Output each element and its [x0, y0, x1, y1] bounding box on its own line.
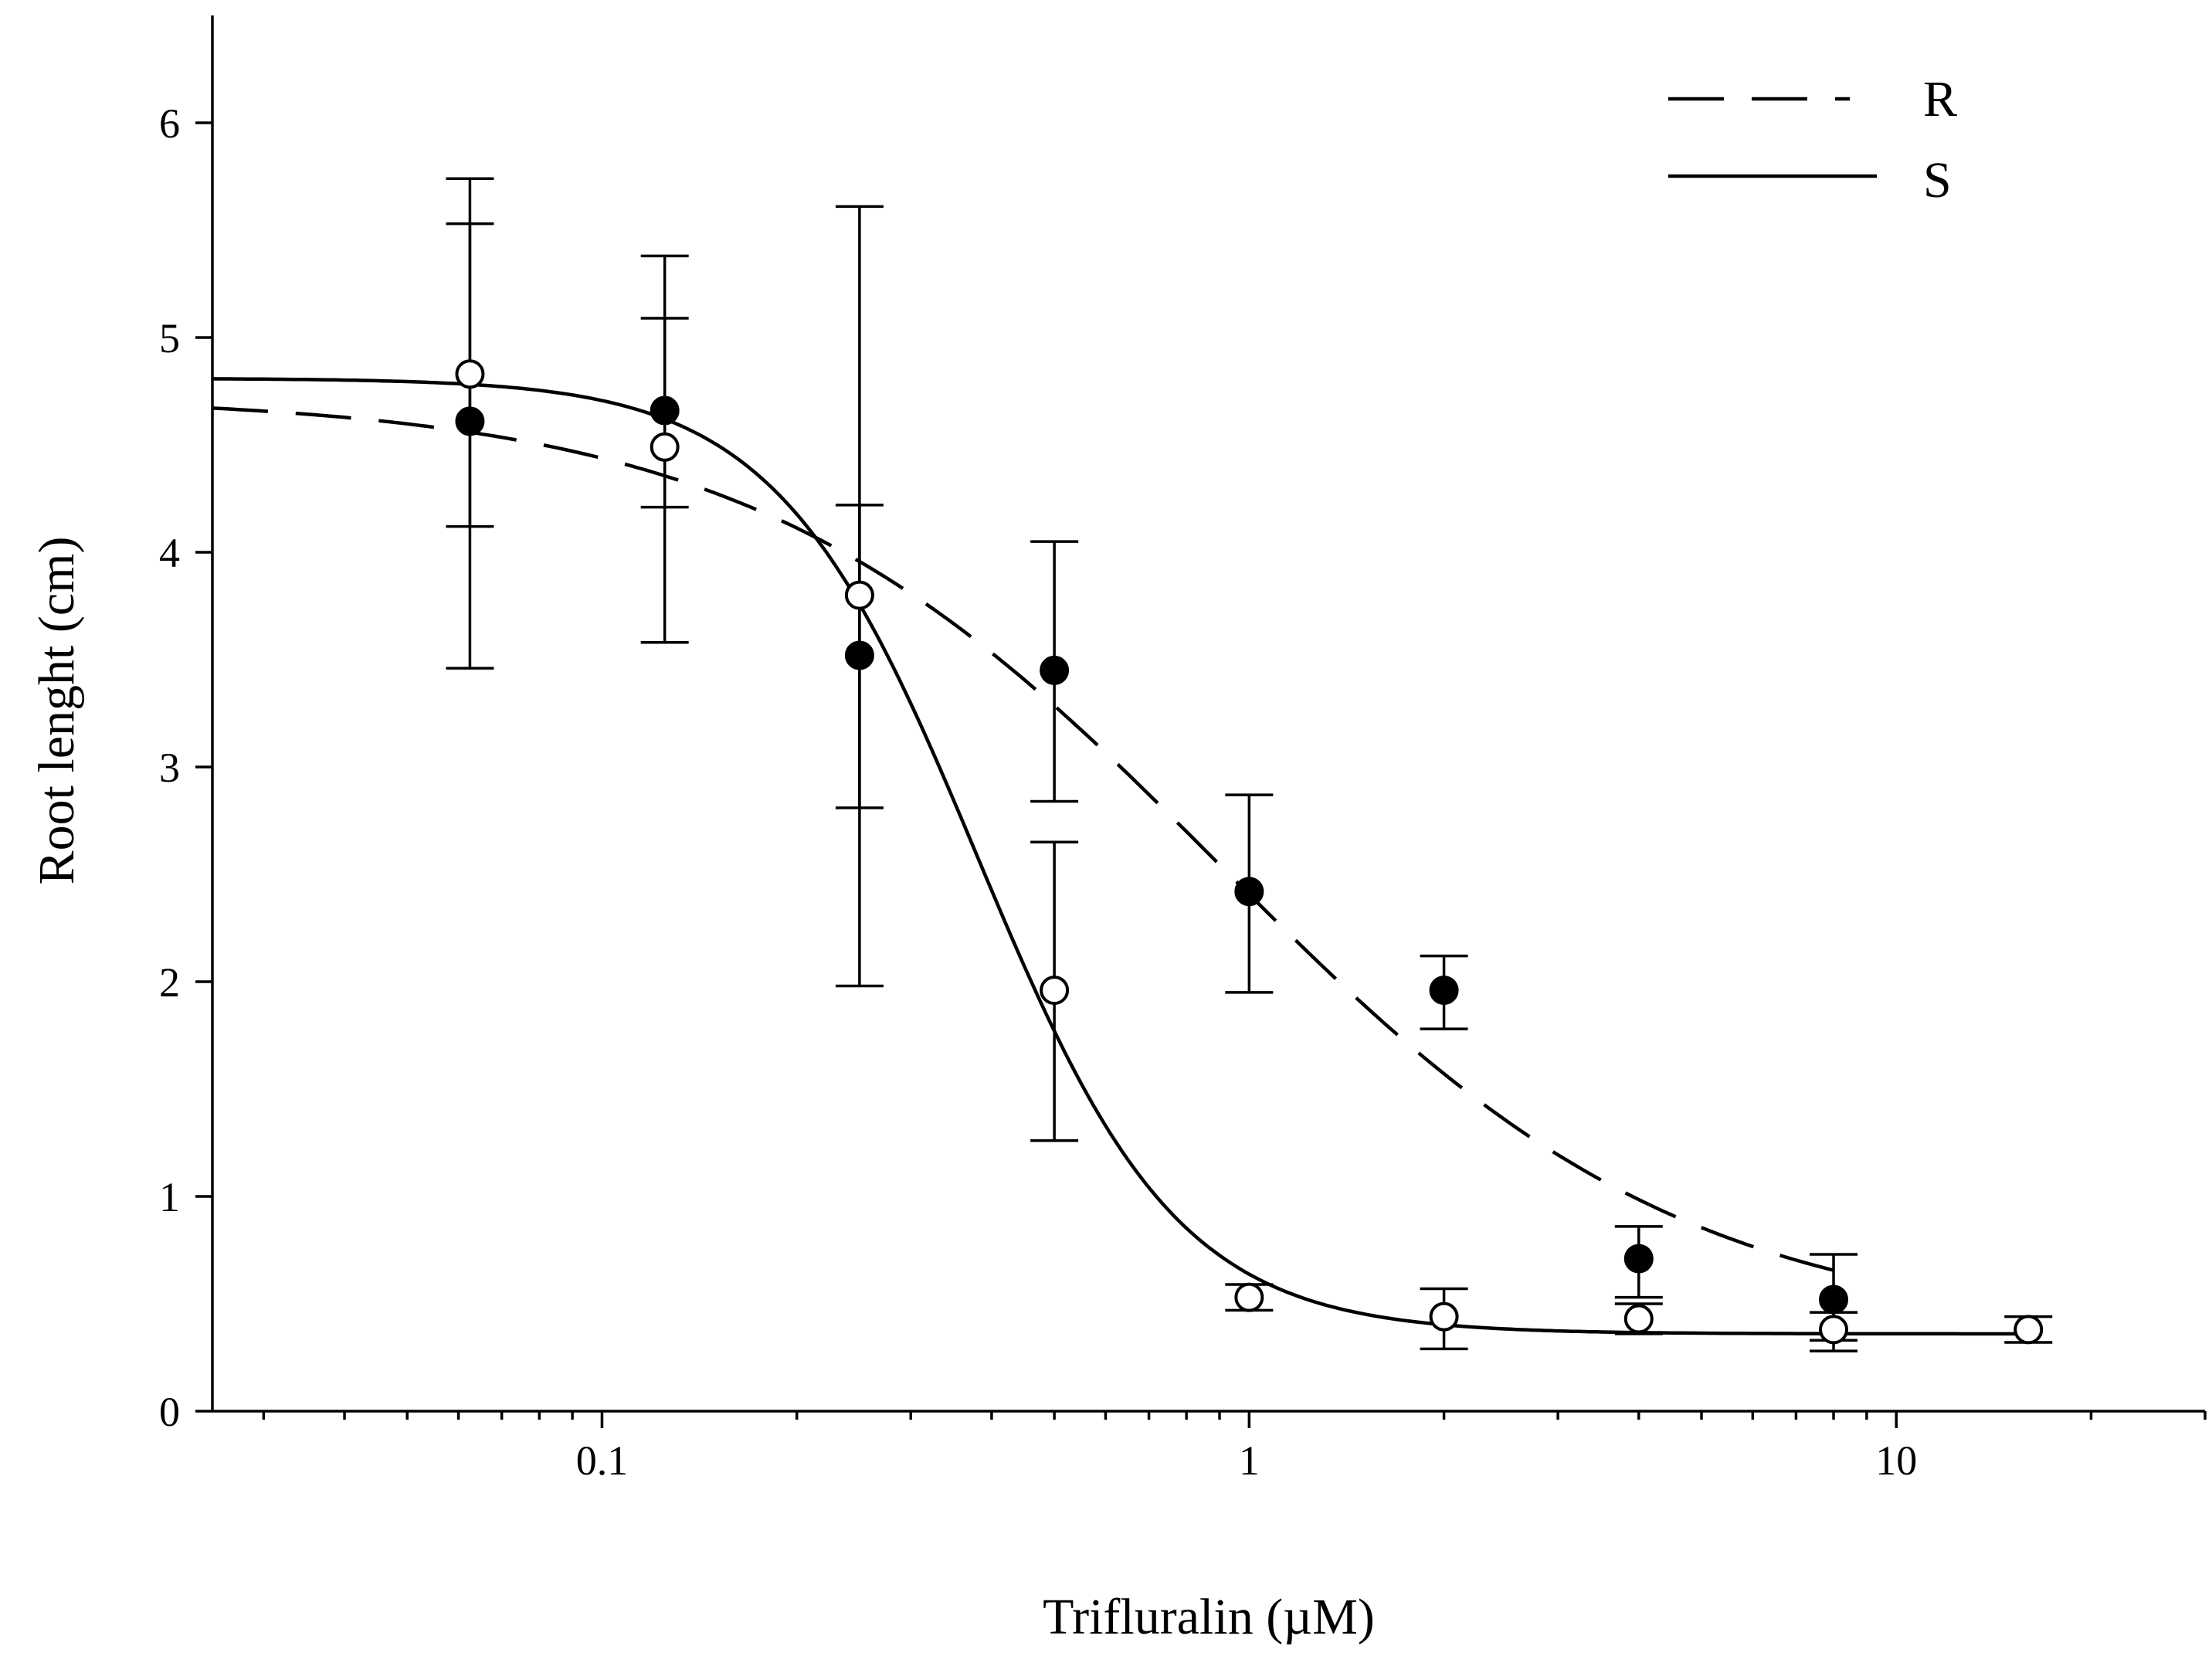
- data-points: [455, 359, 2044, 1345]
- data-point-s: [650, 432, 680, 462]
- y-tick-label: 4: [159, 530, 180, 576]
- data-point-r: [1819, 1284, 1849, 1315]
- y-tick-label: 0: [159, 1389, 180, 1435]
- data-point-r: [844, 640, 874, 670]
- data-point-s: [1623, 1304, 1654, 1334]
- y-axis-ticks: 0 1 2 3 4 5 6: [159, 100, 212, 1435]
- fit-curves: [212, 377, 2042, 1336]
- legend: R S: [1668, 71, 1957, 209]
- fit-curve-r: [212, 406, 1848, 1276]
- x-tick-label: 0.1: [576, 1437, 629, 1484]
- legend-label-r: R: [1923, 71, 1957, 127]
- data-point-s: [844, 580, 874, 610]
- fit-curve-s: [212, 377, 2042, 1336]
- data-point-r: [455, 406, 485, 436]
- data-point-s: [1040, 976, 1070, 1006]
- data-point-s: [1429, 1301, 1459, 1332]
- y-tick-label: 6: [159, 100, 180, 147]
- x-axis-title: Trifluralin (µM): [1043, 1589, 1375, 1645]
- data-point-s: [1819, 1315, 1849, 1345]
- data-point-r: [1040, 655, 1070, 685]
- legend-label-s: S: [1923, 152, 1952, 209]
- y-tick-label: 3: [159, 745, 180, 791]
- data-point-r: [650, 395, 680, 426]
- data-point-r: [1623, 1244, 1654, 1274]
- data-point-r: [1234, 877, 1264, 907]
- error-bars: [446, 177, 2053, 1352]
- x-axis-ticks: 0.1 1 10: [262, 1411, 2207, 1484]
- y-tick-label: 2: [159, 959, 180, 1006]
- x-tick-label: 10: [1875, 1437, 1917, 1484]
- x-tick-label: 1: [1239, 1437, 1260, 1484]
- data-point-s: [2014, 1315, 2044, 1345]
- data-point-s: [455, 359, 485, 389]
- y-tick-label: 1: [159, 1174, 180, 1220]
- y-axis-title: Root lenght (cm): [29, 537, 85, 885]
- y-tick-label: 5: [159, 315, 180, 361]
- data-point-s: [1234, 1282, 1264, 1312]
- data-point-r: [1429, 976, 1459, 1006]
